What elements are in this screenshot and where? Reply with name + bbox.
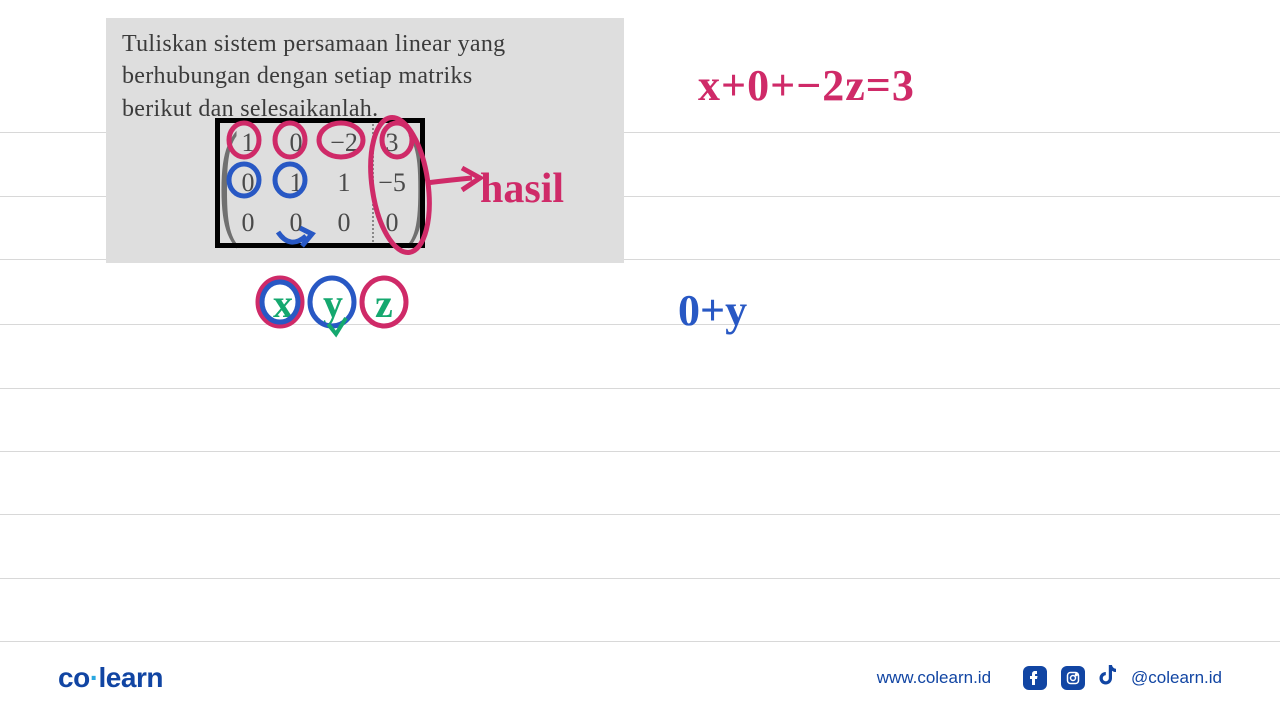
matrix-box: 1 0 −2 3 0 1 1 −5 0 0 0 0 [215, 118, 425, 248]
logo-part2: learn [99, 662, 163, 693]
matrix-cell: 0 [228, 208, 268, 238]
ruled-line [0, 641, 1280, 642]
ruled-line [0, 324, 1280, 325]
ruled-line [0, 388, 1280, 389]
social-handle: @colearn.id [1131, 668, 1222, 688]
matrix-row: 1 0 −2 3 [220, 123, 420, 163]
matrix-cell: 3 [372, 128, 412, 158]
problem-line1: Tuliskan sistem persamaan linear yang [122, 31, 505, 57]
matrix-cell: 0 [276, 208, 316, 238]
matrix-row: 0 0 0 0 [220, 203, 420, 243]
matrix-cell: 0 [372, 208, 412, 238]
var-x: x [273, 280, 293, 327]
matrix-cell: 1 [228, 128, 268, 158]
var-y: y [323, 280, 343, 327]
brand-logo: co·learn [58, 662, 163, 694]
tiktok-icon [1099, 665, 1117, 691]
matrix-cell: 1 [324, 168, 364, 198]
equation-1: x+0+−2z=3 [698, 60, 915, 111]
augment-divider [372, 124, 374, 242]
ruled-line [0, 451, 1280, 452]
hasil-label: hasil [480, 165, 564, 213]
ruled-line [0, 514, 1280, 515]
matrix-cell: −5 [372, 168, 412, 198]
footer-right: www.colearn.id @colearn.id [877, 665, 1222, 691]
facebook-icon [1023, 666, 1047, 690]
matrix-cell: 0 [276, 128, 316, 158]
problem-line2: berhubungan dengan setiap matriks [122, 63, 472, 89]
footer-url: www.colearn.id [877, 668, 991, 688]
matrix-row: 0 1 1 −5 [220, 163, 420, 203]
matrix-cell: 0 [228, 168, 268, 198]
logo-dot: · [90, 662, 99, 693]
instagram-icon [1061, 666, 1085, 690]
var-z: z [375, 280, 393, 327]
logo-part1: co [58, 662, 90, 693]
footer: co·learn www.colearn.id @colearn.id [0, 658, 1280, 698]
equation-2: 0+y [678, 285, 747, 336]
matrix-cell: −2 [324, 128, 364, 158]
ruled-line [0, 578, 1280, 579]
matrix-cell: 0 [324, 208, 364, 238]
matrix-cell: 1 [276, 168, 316, 198]
problem-text: Tuliskan sistem persamaan linear yang be… [122, 28, 608, 125]
